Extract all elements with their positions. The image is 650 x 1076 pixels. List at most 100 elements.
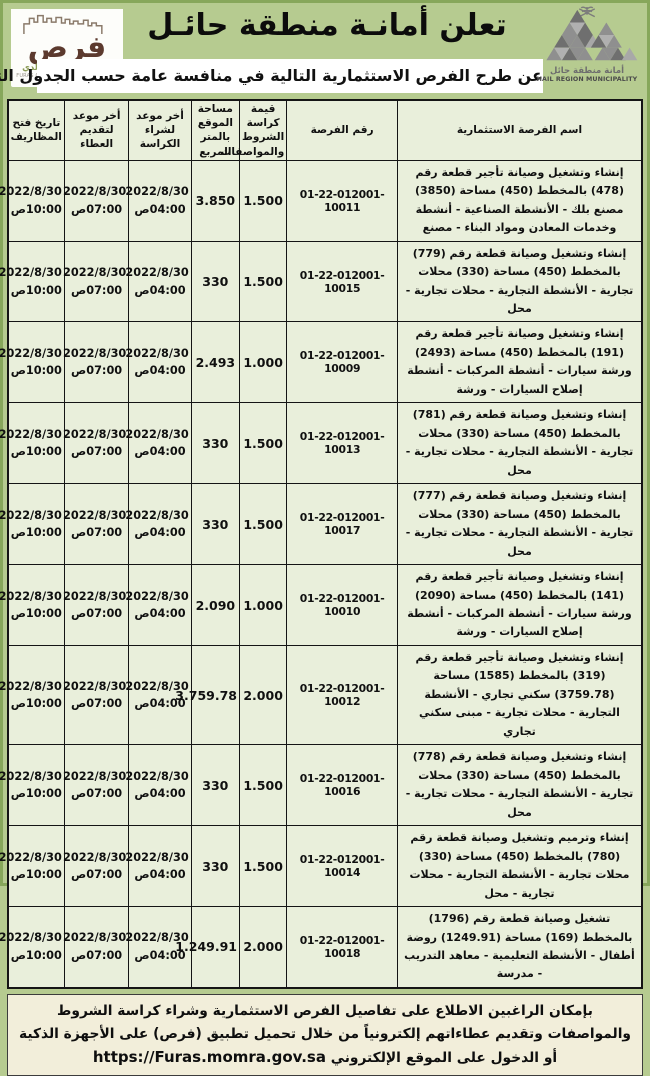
bid-submission-deadline: 2022/8/30 07:00ص <box>63 321 130 404</box>
deadline-time: 10:00ص <box>10 607 62 620</box>
booklet-value: 2.000 <box>238 644 288 746</box>
booklet-purchase-deadline: 2022/8/30 04:00ص <box>125 564 192 646</box>
deadline-date: 2022/8/30 <box>63 266 127 279</box>
deadline-time: 04:00ص <box>134 868 186 882</box>
column-header-envelope-opening-date: تاريخ فتح المظاريف <box>7 99 65 161</box>
deadline-time: 07:00ص <box>71 697 123 711</box>
opportunity-number: 01-22-012001-10016 <box>286 744 398 827</box>
deadline-time: 10:00ص <box>10 445 62 459</box>
municipality-name-arabic: أمانة منطقة حائل <box>549 66 624 76</box>
opportunity-name: إنشاء وتشغيل وصيانة قطعة رقم (779) بالمخ… <box>396 240 643 323</box>
deadline-date: 2022/8/30 <box>125 931 189 945</box>
booklet-value: 1.000 <box>238 564 288 646</box>
site-area: 3.759.78 <box>175 644 240 746</box>
deadline-date: 2022/8/30 <box>0 508 62 522</box>
opportunity-name: إنشاء وتشغيل وصيانة قطعة رقم (777) بالمخ… <box>396 483 643 566</box>
envelope-opening-date: 2022/8/30 10:00ص <box>0 321 65 404</box>
site-area: 330 <box>190 402 240 485</box>
deadline-time: 07:00ص <box>71 445 123 459</box>
deadline-time: 04:00ص <box>134 445 186 459</box>
deadline-time: 07:00ص <box>71 364 123 378</box>
booklet-value: 1.500 <box>238 744 288 827</box>
envelope-opening-date: 2022/8/30 10:00ص <box>0 564 65 646</box>
deadline-time: 10:00ص <box>10 526 62 540</box>
opportunities-table: اسم الفرصة الاستثمارية رقم الفرصة قيمة ك… <box>0 99 643 989</box>
envelope-opening-date: 2022/8/30 10:00ص <box>0 240 65 323</box>
envelope-opening-date: 2022/8/30 10:00ص <box>0 644 65 746</box>
saudi-emblem-icon <box>578 6 596 18</box>
column-header-opportunity-number: رقم الفرصة <box>286 99 398 161</box>
footer-url: https://Furas.momra.gov.sa <box>92 1048 326 1067</box>
page-title: تعلن أمانـة منطقة حائـل <box>147 8 508 43</box>
opportunity-number: 01-22-012001-10009 <box>286 321 398 404</box>
deadline-date: 2022/8/30 <box>63 427 127 441</box>
deadline-time: 04:00ص <box>134 697 186 711</box>
column-header-booklet-purchase-deadline: أخر موعد لشراء الكراسة <box>128 99 192 161</box>
opportunity-name: إنشاء وتشغيل وصيانة تأجير قطعة رقم (478)… <box>396 159 643 242</box>
deadline-time: 10:00ص <box>10 202 62 216</box>
deadline-date: 2022/8/30 <box>125 185 189 199</box>
deadline-date: 2022/8/30 <box>63 679 127 693</box>
deadline-date: 2022/8/30 <box>125 679 189 693</box>
opportunity-name: تشغيل وصيانة قطعة رقم (1796) بالمخطط (16… <box>396 906 643 989</box>
hail-municipality-logo: أمانة منطقة حائل HAIL REGION MUNICIPALIT… <box>533 6 641 98</box>
site-area: 3.850 <box>190 159 240 242</box>
table-row: إنشاء وتشغيل وصيانة تأجير قطعة رقم (141)… <box>0 564 643 646</box>
envelope-opening-date: 2022/8/30 10:00ص <box>0 483 65 566</box>
bid-submission-deadline: 2022/8/30 07:00ص <box>63 564 130 646</box>
envelope-opening-date: 2022/8/30 10:00ص <box>0 159 65 242</box>
site-area: 2.090 <box>190 564 240 646</box>
booklet-purchase-deadline: 2022/8/30 04:00ص <box>125 159 192 242</box>
deadline-time: 04:00ص <box>134 364 186 378</box>
deadline-time: 07:00ص <box>71 787 123 801</box>
envelope-opening-date: 2022/8/30 10:00ص <box>0 825 65 908</box>
site-area: 330 <box>190 240 240 323</box>
column-header-site-area: مساحة الموقع بالمتر المربع <box>190 99 240 161</box>
municipality-name-english: HAIL REGION MUNICIPALITY <box>536 76 638 83</box>
deadline-date: 2022/8/30 <box>125 346 189 360</box>
deadline-date: 2022/8/30 <box>63 185 127 199</box>
opportunities-body: إنشاء وتشغيل وصيانة تأجير قطعة رقم (478)… <box>0 159 643 989</box>
opportunity-name: إنشاء وترميم وتشغيل وصيانة قطعة رقم (780… <box>396 825 643 908</box>
deadline-date: 2022/8/30 <box>63 508 127 522</box>
site-area: 330 <box>190 483 240 566</box>
opportunity-name: إنشاء وتشغيل وصيانة قطعة رقم (778) بالمخ… <box>396 744 643 827</box>
booklet-value: 1.500 <box>238 825 288 908</box>
booklet-purchase-deadline: 2022/8/30 04:00ص <box>125 240 192 323</box>
table-row: إنشاء وتشغيل وصيانة تأجير قطعة رقم (191)… <box>0 321 643 404</box>
deadline-date: 2022/8/30 <box>0 850 62 864</box>
deadline-time: 07:00ص <box>71 202 123 216</box>
envelope-opening-date: 2022/8/30 10:00ص <box>0 744 65 827</box>
booklet-purchase-deadline: 2022/8/30 04:00ص <box>125 744 192 827</box>
deadline-time: 07:00ص <box>71 948 123 962</box>
deadline-date: 2022/8/30 <box>125 508 189 522</box>
booklet-purchase-deadline: 2022/8/30 04:00ص <box>125 644 192 746</box>
table-row: إنشاء وتشغيل وصيانة تأجير قطعة رقم (319)… <box>0 644 643 746</box>
deadline-time: 10:00ص <box>10 283 62 297</box>
deadline-date: 2022/8/30 <box>63 589 127 603</box>
table-row: تشغيل وصيانة قطعة رقم (1796) بالمخطط (16… <box>0 906 643 989</box>
deadline-time: 04:00ص <box>134 948 186 962</box>
table-row: إنشاء وتشغيل وصيانة قطعة رقم (779) بالمخ… <box>0 240 643 323</box>
opportunity-name: إنشاء وتشغيل وصيانة تأجير قطعة رقم (319)… <box>396 644 643 746</box>
deadline-time: 07:00ص <box>71 283 123 297</box>
booklet-purchase-deadline: 2022/8/30 04:00ص <box>125 483 192 566</box>
deadline-time: 04:00ص <box>134 787 186 801</box>
skyline-icon <box>23 14 103 34</box>
deadline-date: 2022/8/30 <box>125 589 189 603</box>
booklet-value: 1.500 <box>238 402 288 485</box>
envelope-opening-date: 2022/8/30 10:00ص <box>0 906 65 989</box>
bid-submission-deadline: 2022/8/30 07:00ص <box>63 644 130 746</box>
site-area: 1.249.91 <box>175 906 240 989</box>
booklet-value: 1.000 <box>238 321 288 404</box>
site-area: 330 <box>190 825 240 908</box>
deadline-date: 2022/8/30 <box>63 931 127 945</box>
booklet-purchase-deadline: 2022/8/30 04:00ص <box>125 906 192 989</box>
bid-submission-deadline: 2022/8/30 07:00ص <box>63 240 130 323</box>
deadline-date: 2022/8/30 <box>0 769 62 783</box>
deadline-date: 2022/8/30 <box>63 346 127 360</box>
deadline-date: 2022/8/30 <box>0 427 62 441</box>
bid-submission-deadline: 2022/8/30 07:00ص <box>63 825 130 908</box>
opportunity-number: 01-22-012001-10017 <box>286 483 398 566</box>
